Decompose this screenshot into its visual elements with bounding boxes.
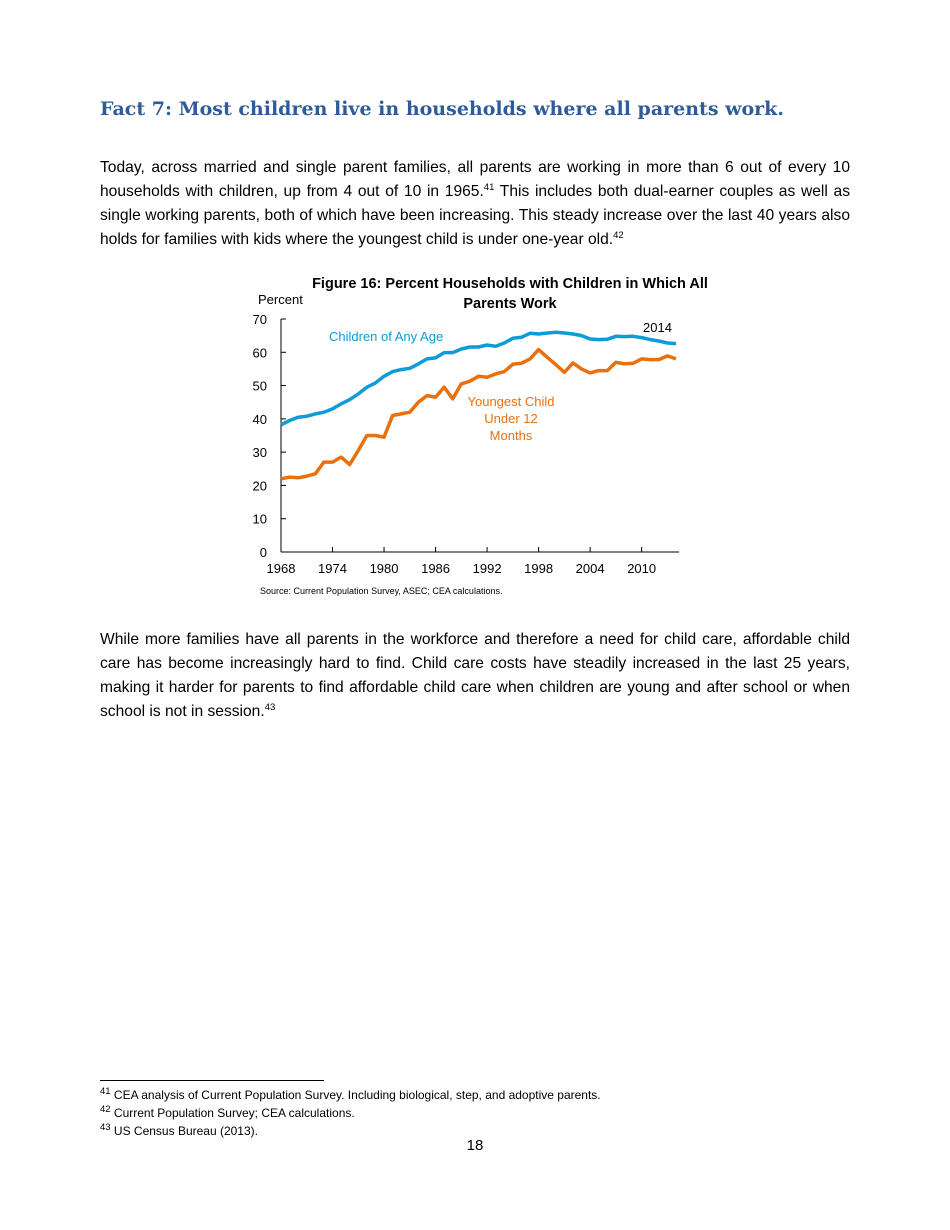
y-tick-label: 10 [253, 512, 267, 527]
x-tick-label: 1992 [473, 561, 502, 576]
footnote-41: 41 CEA analysis of Current Population Su… [100, 1086, 601, 1102]
page-number: 18 [466, 1137, 484, 1154]
series-label: Children of Any Age [329, 329, 443, 344]
y-tick-label: 70 [253, 312, 267, 327]
end-year-annotation: 2014 [643, 320, 672, 335]
paragraph-2: While more families have all parents in … [100, 631, 850, 720]
footnote-ref[interactable]: 43 [264, 701, 276, 713]
series-label: Under 12 [484, 411, 537, 426]
section-heading: Fact 7: Most children live in households… [100, 98, 784, 120]
line-chart: 0 10 20 30 40 50 60 70 1968 1974 1980 1986 1992 1998 2… [253, 292, 679, 576]
x-tick-label: 2004 [576, 561, 605, 576]
figure-source: Source: Current Population Survey, ASEC;… [260, 586, 503, 596]
series-line-1 [280, 347, 677, 481]
figure-title: Figure 16: Percent Households with Child… [312, 276, 708, 312]
y-axis-label: Percent [258, 292, 303, 307]
x-tick-label: 1968 [267, 561, 296, 576]
x-tick-label: 1998 [524, 561, 553, 576]
y-tick-label: 30 [253, 445, 267, 460]
x-tick-label: 1974 [318, 561, 347, 576]
y-tick-label: 50 [253, 379, 267, 394]
series-label: Youngest Child [468, 394, 555, 409]
y-tick-label: 0 [260, 545, 267, 560]
x-tick-label: 2010 [627, 561, 656, 576]
footnote-divider [100, 1080, 324, 1081]
y-tick-label: 20 [253, 478, 267, 493]
footnote-ref[interactable]: 42 [613, 229, 624, 241]
footnote-ref[interactable]: 41 [483, 181, 495, 193]
y-tick-label: 40 [253, 412, 267, 427]
paragraph-1: Today, across married and single parent … [100, 159, 851, 248]
footnote-43: 43 US Census Bureau (2013). [100, 1122, 258, 1138]
y-tick-label: 60 [253, 345, 267, 360]
footnote-42: 42 Current Population Survey; CEA calcul… [100, 1104, 355, 1120]
series-line-0 [280, 330, 677, 427]
series-label: Months [490, 428, 533, 443]
x-tick-label: 1980 [370, 561, 399, 576]
x-tick-label: 1986 [421, 561, 450, 576]
